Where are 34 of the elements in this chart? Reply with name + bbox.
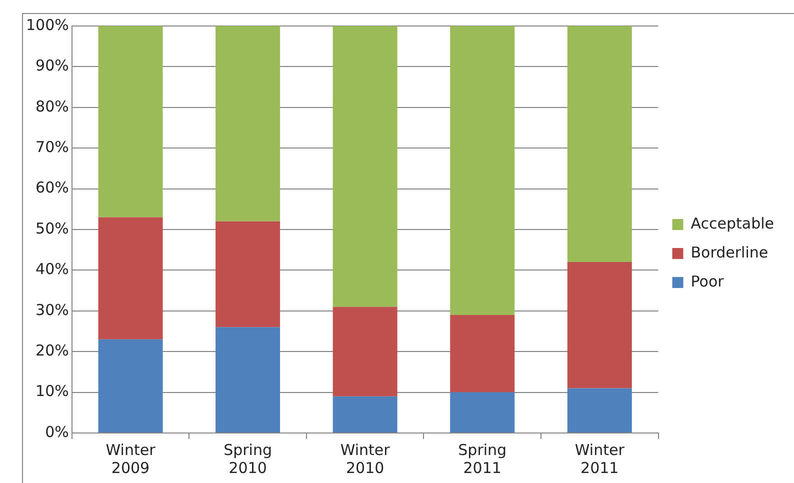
y-tick-label: 20% bbox=[36, 341, 69, 360]
bar bbox=[567, 388, 632, 432]
x-tick-label: Winter 2009 bbox=[106, 440, 156, 477]
x-tick-label: Spring 2010 bbox=[224, 440, 272, 477]
bar bbox=[567, 262, 632, 388]
legend-label: Poor bbox=[690, 272, 725, 290]
y-tick-label: 30% bbox=[36, 300, 69, 319]
y-tick-label: 70% bbox=[36, 138, 69, 156]
bar bbox=[450, 314, 515, 392]
x-tick-label: Winter 2010 bbox=[340, 440, 391, 477]
bar bbox=[98, 339, 163, 432]
bar bbox=[332, 26, 398, 307]
y-tick-label: 100% bbox=[26, 16, 69, 34]
y-tick-label: 60% bbox=[36, 178, 69, 197]
y-tick-label: 40% bbox=[36, 260, 69, 278]
bar bbox=[216, 26, 280, 222]
y-tick-label: 10% bbox=[36, 382, 69, 400]
x-tick-label: Spring 2011 bbox=[458, 440, 507, 477]
bar bbox=[450, 26, 515, 315]
legend-label: Acceptable bbox=[690, 214, 774, 232]
bar bbox=[98, 217, 163, 340]
bar bbox=[332, 306, 398, 396]
legend-label: Borderline bbox=[690, 243, 768, 262]
y-tick-label: 90% bbox=[36, 56, 69, 75]
bar bbox=[332, 396, 398, 432]
bar bbox=[98, 26, 163, 218]
bar bbox=[567, 26, 632, 262]
y-tick-label: 50% bbox=[36, 219, 69, 238]
bar bbox=[216, 327, 280, 432]
bar bbox=[216, 221, 280, 328]
y-tick-label: 0% bbox=[45, 422, 69, 441]
y-tick-label: 80% bbox=[36, 97, 69, 116]
bar bbox=[450, 392, 515, 432]
x-tick-label: Winter 2011 bbox=[574, 440, 626, 477]
